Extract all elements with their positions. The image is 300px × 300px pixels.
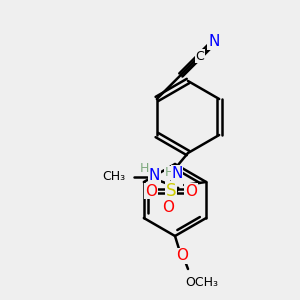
Text: O: O [185,184,197,199]
Text: C: C [195,50,204,62]
Text: OCH₃: OCH₃ [185,275,218,289]
Text: O: O [145,184,157,199]
Text: N: N [171,166,183,181]
Text: N: N [148,167,160,182]
Text: H: H [140,161,149,175]
Text: H: H [164,167,174,179]
Text: O: O [176,248,188,263]
Text: S: S [166,182,176,200]
Text: CH₃: CH₃ [103,170,126,184]
Text: O: O [162,200,174,214]
Text: N: N [208,34,220,50]
